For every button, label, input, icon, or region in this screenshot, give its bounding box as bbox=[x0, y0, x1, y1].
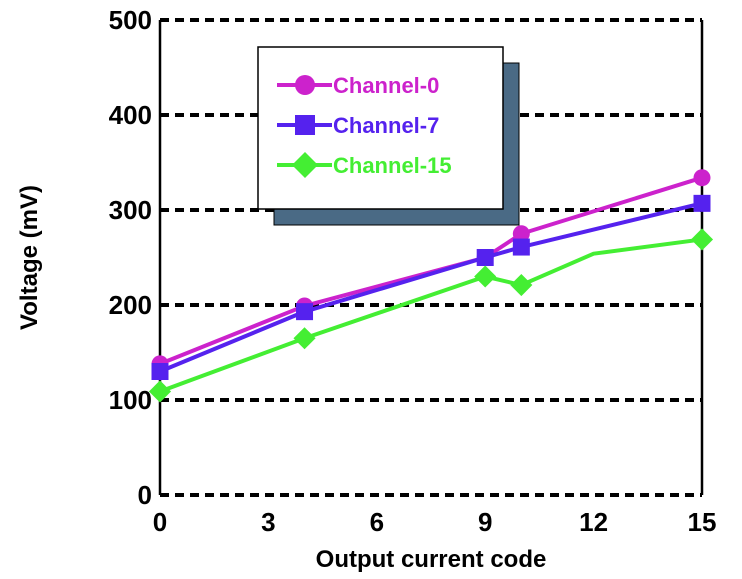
point-channel-15-0 bbox=[148, 380, 172, 403]
legend-label-channel-15: Channel-15 bbox=[333, 153, 452, 178]
y-axis-label: Voltage (mV) bbox=[16, 185, 43, 330]
legend-label-channel-0: Channel-0 bbox=[333, 73, 439, 98]
legend-label-channel-7: Channel-7 bbox=[333, 113, 439, 138]
x-tick-labels: 0 3 6 9 12 15 bbox=[153, 507, 717, 537]
x-tick-3: 3 bbox=[261, 507, 275, 537]
y-tick-500: 500 bbox=[109, 5, 152, 35]
legend: Channel-0 Channel-7 Channel-15 bbox=[257, 46, 520, 226]
point-channel-7-1 bbox=[296, 303, 314, 321]
point-channel-7-4 bbox=[693, 194, 711, 212]
point-channel-15-2 bbox=[474, 265, 497, 288]
point-channel-7-0 bbox=[151, 363, 169, 380]
point-channel-7-2 bbox=[476, 249, 494, 266]
series-group bbox=[148, 169, 714, 403]
y-tick-labels: 0 100 200 300 400 500 bbox=[109, 5, 152, 510]
point-channel-0-3 bbox=[512, 225, 530, 243]
y-tick-100: 100 bbox=[109, 385, 152, 415]
legend-marker-channel-0 bbox=[295, 75, 315, 95]
point-channel-15-3 bbox=[510, 274, 533, 297]
x-axis-label: Output current code bbox=[316, 546, 547, 573]
x-tick-15: 15 bbox=[688, 507, 717, 537]
x-tick-6: 6 bbox=[370, 507, 384, 537]
x-tick-12: 12 bbox=[579, 507, 608, 537]
series-line-channel-15 bbox=[159, 237, 703, 394]
y-tick-300: 300 bbox=[109, 195, 152, 225]
y-tick-200: 200 bbox=[109, 290, 152, 320]
series-line-channel-7 bbox=[159, 201, 703, 374]
y-tick-400: 400 bbox=[109, 100, 152, 130]
point-channel-0-4 bbox=[693, 169, 711, 187]
legend-marker-channel-7 bbox=[295, 115, 315, 135]
point-channel-7-3 bbox=[512, 238, 530, 256]
legend-marker-channel-15 bbox=[292, 152, 318, 178]
x-tick-0: 0 bbox=[153, 507, 167, 537]
x-tick-9: 9 bbox=[478, 507, 492, 537]
point-channel-15-5 bbox=[690, 228, 714, 251]
y-tick-0: 0 bbox=[138, 480, 152, 510]
point-channel-15-1 bbox=[293, 327, 316, 350]
axes bbox=[158, 20, 704, 495]
